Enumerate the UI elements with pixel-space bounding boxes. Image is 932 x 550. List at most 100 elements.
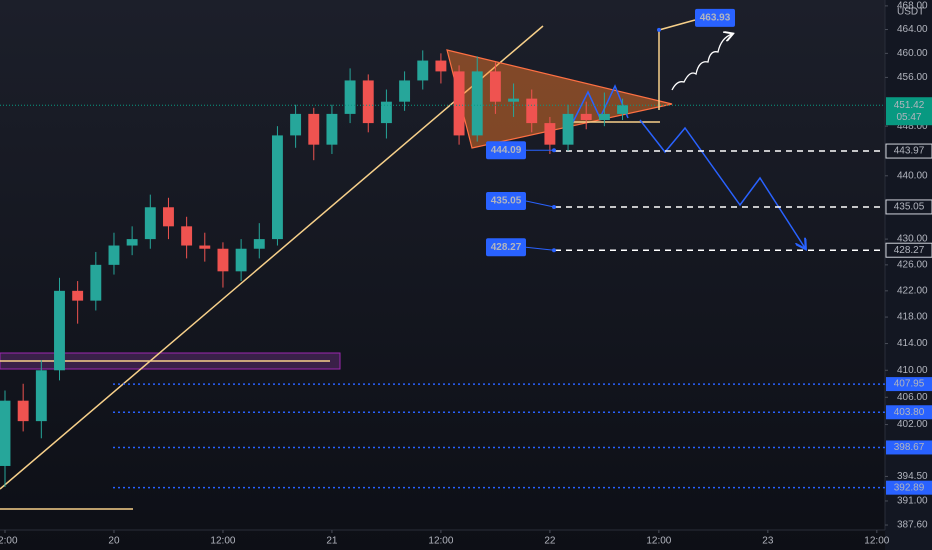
candle-body <box>290 113 302 136</box>
candle-body <box>235 248 247 272</box>
currency-label: USDT <box>897 7 924 18</box>
candle-body <box>453 71 465 136</box>
candle-body <box>471 71 483 136</box>
candle-body <box>108 245 120 265</box>
candle-body <box>562 113 574 145</box>
candle-body <box>344 80 356 114</box>
callout-pointer <box>525 200 555 208</box>
callout-label: 435.05 <box>491 196 522 207</box>
candle-body <box>217 248 229 272</box>
candle-body <box>380 101 392 124</box>
candle-body <box>72 290 84 301</box>
y-tick-label: 460.00 <box>897 48 928 59</box>
candle-body <box>199 245 211 249</box>
level-tag <box>886 440 932 455</box>
y-tick-label: 391.00 <box>897 496 928 507</box>
callout-label: 428.27 <box>491 242 522 253</box>
x-tick-label: 20 <box>108 536 120 547</box>
countdown-label: 05:47 <box>896 112 921 123</box>
candle-body <box>90 264 102 301</box>
candle-body <box>617 105 628 114</box>
candle-body <box>181 226 193 246</box>
callout-dot <box>552 148 556 153</box>
trend-line <box>0 25 544 490</box>
y-tick-label: 448.00 <box>897 121 928 132</box>
callout-label: 444.09 <box>491 145 522 156</box>
level-tag <box>885 143 932 159</box>
level-tag <box>885 242 932 258</box>
candle-body <box>417 60 429 81</box>
current-price-tag <box>886 97 932 126</box>
current-price-label: 451.42 <box>894 100 925 111</box>
candle-body <box>526 98 538 124</box>
candle-body <box>144 207 156 240</box>
y-tick-label: 426.00 <box>897 259 928 270</box>
y-tick-label: 414.00 <box>897 338 928 349</box>
x-tick-label: 12:00 <box>210 536 235 547</box>
callout-dot <box>657 27 661 32</box>
candle-body <box>326 113 338 145</box>
callout-dot <box>552 248 556 253</box>
candle-body <box>362 80 374 124</box>
candle-body <box>489 71 501 102</box>
candle-body <box>253 239 265 249</box>
x-tick-label: 12:00 <box>864 536 889 547</box>
y-tick-label: 422.00 <box>897 285 928 296</box>
level-tag <box>886 377 932 392</box>
callout-label: 463.93 <box>700 13 731 24</box>
y-tick-label: 468.00 <box>897 1 928 12</box>
level-label: 428.27 <box>894 245 925 256</box>
price-axis-panel <box>885 0 932 550</box>
candle-body <box>163 207 174 227</box>
candle-body <box>598 113 610 121</box>
y-tick-label: 394.50 <box>897 471 928 482</box>
candle-body <box>508 98 520 102</box>
level-label: 443.97 <box>894 146 925 157</box>
level-label: 403.80 <box>894 407 925 418</box>
x-tick-label: 22 <box>544 536 556 547</box>
y-tick-label: 464.00 <box>897 24 928 35</box>
callout-box <box>486 141 526 160</box>
x-tick-label: 12:00 <box>0 536 18 547</box>
candle-body <box>435 60 447 72</box>
x-tick-label: 12:00 <box>428 536 453 547</box>
callout-pointer <box>525 246 555 251</box>
y-tick-label: 456.00 <box>897 72 928 83</box>
candle-body <box>126 239 138 246</box>
y-tick-label: 410.00 <box>897 365 928 376</box>
y-tick-label: 406.00 <box>897 392 928 403</box>
y-tick-label: 402.00 <box>897 419 928 430</box>
candle-body <box>0 400 11 466</box>
candle-body <box>580 113 592 121</box>
callout-dot <box>552 204 556 209</box>
x-tick-label: 23 <box>762 536 774 547</box>
x-tick-label: 12:00 <box>646 536 671 547</box>
y-tick-label: 418.00 <box>897 312 928 323</box>
level-label: 435.05 <box>894 202 925 213</box>
level-label: 392.89 <box>894 482 925 493</box>
callout-box <box>486 191 526 210</box>
drawings <box>0 19 885 510</box>
level-label: 398.67 <box>894 442 925 453</box>
candle-body <box>399 80 411 102</box>
candle-body <box>54 290 65 371</box>
level-tag <box>885 199 932 215</box>
candle-body <box>308 113 320 145</box>
bearish-projection <box>639 119 805 248</box>
y-tick-label: 387.60 <box>897 520 928 531</box>
y-tick-label: 430.00 <box>897 234 928 245</box>
level-label: 407.95 <box>894 379 925 390</box>
bullish-projection <box>671 34 732 91</box>
candle-body <box>17 400 29 422</box>
callout-box <box>695 8 735 27</box>
callout-box <box>486 238 526 257</box>
level-tag <box>886 405 932 420</box>
candle-body <box>271 135 283 240</box>
candle-body <box>544 123 556 145</box>
candle-body <box>35 370 47 422</box>
x-tick-label: 21 <box>326 536 338 547</box>
y-tick-label: 440.00 <box>897 170 928 181</box>
level-tag <box>886 480 932 495</box>
